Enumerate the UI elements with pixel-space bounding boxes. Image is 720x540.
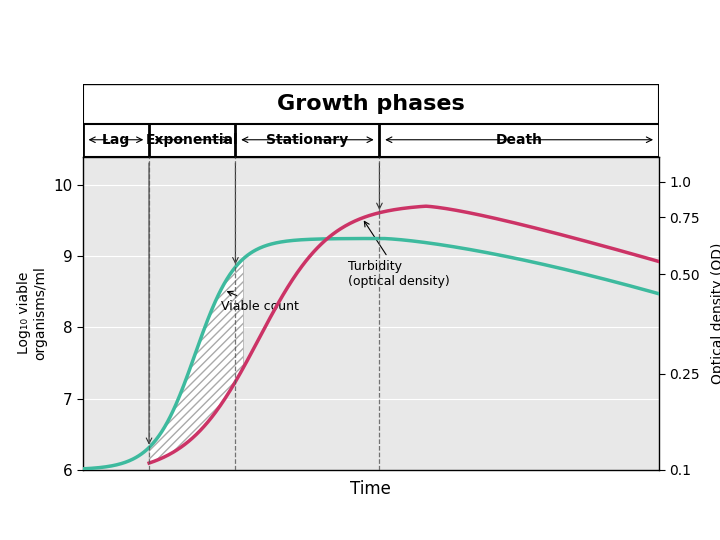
Text: Death: Death: [495, 133, 543, 147]
Text: Stationary: Stationary: [266, 133, 348, 147]
Text: Viable count: Viable count: [221, 291, 299, 313]
Text: Lag: Lag: [102, 133, 130, 147]
Y-axis label: Log₁₀ viable
organisms/ml: Log₁₀ viable organisms/ml: [17, 266, 48, 360]
Text: Turbidity
(optical density): Turbidity (optical density): [348, 221, 449, 288]
Text: Growth phases: Growth phases: [277, 94, 464, 114]
Text: Time: Time: [351, 480, 391, 498]
Text: Exponential: Exponential: [146, 133, 238, 147]
Y-axis label: Optical density (OD): Optical density (OD): [711, 242, 720, 384]
Text: © 2012 Pearson Education, Inc.: © 2012 Pearson Education, Inc.: [14, 515, 192, 525]
